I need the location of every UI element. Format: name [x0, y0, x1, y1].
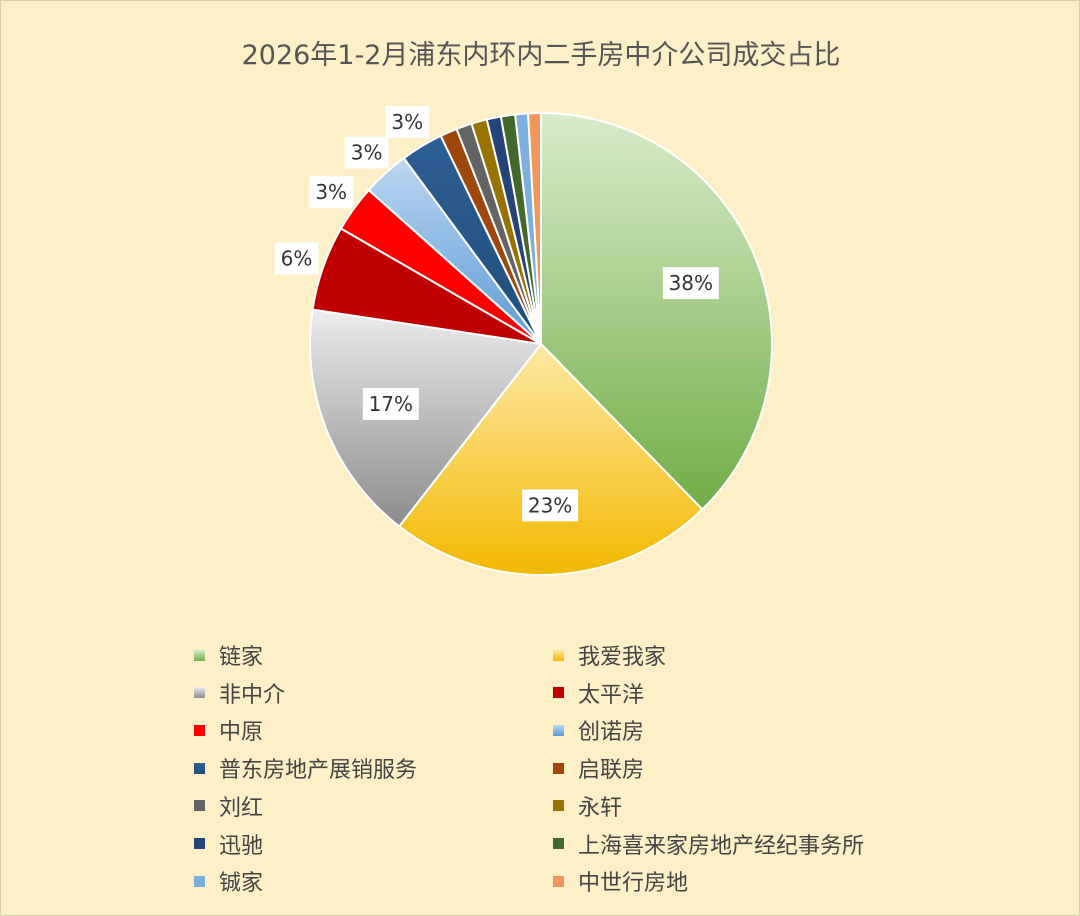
chart-title: 2026年1-2月浦东内环内二手房中介公司成交占比 — [241, 40, 841, 71]
pie-chart: 38%23%17%6%3%3%3% — [274, 106, 773, 576]
legend-label: 永轩 — [578, 795, 623, 821]
slice-data-label: 38% — [662, 267, 719, 300]
pie-slice — [540, 111, 773, 511]
legend-label: 启联房 — [578, 758, 645, 784]
legend-item: 太平洋 — [553, 679, 645, 708]
legend-swatch — [553, 762, 564, 774]
legend-item: 非中介 — [194, 679, 286, 708]
slice-data-label: 6% — [274, 242, 319, 275]
legend-item: 铖家 — [194, 867, 264, 897]
legend-item: 永轩 — [553, 792, 623, 821]
slice-data-label: 3% — [385, 106, 430, 139]
slice-label-text: 3% — [351, 141, 383, 165]
slice-label-text: 23% — [528, 493, 572, 517]
pie-slice — [397, 342, 704, 576]
legend-item: 刘红 — [194, 792, 264, 821]
legend-swatch — [553, 724, 564, 736]
pie-slice — [309, 308, 543, 528]
legend-label: 中原 — [219, 720, 264, 746]
slice-label-text: 3% — [315, 180, 347, 204]
legend-item: 链家 — [194, 641, 264, 670]
slice-data-label: 3% — [309, 176, 354, 209]
legend-label: 上海喜来家房地产经纪事务所 — [578, 833, 865, 859]
slice-data-label: 23% — [522, 489, 579, 522]
legend-swatch — [194, 687, 205, 699]
legend-swatch — [553, 649, 564, 661]
legend-item: 迅驰 — [194, 830, 264, 859]
legend-item: 中原 — [194, 716, 264, 746]
legend-swatch — [194, 838, 205, 849]
legend-label: 铖家 — [219, 871, 264, 897]
legend-swatch — [194, 800, 205, 812]
legend-item: 上海喜来家房地产经纪事务所 — [553, 830, 865, 859]
legend-label: 非中介 — [219, 682, 286, 708]
legend-swatch — [194, 875, 205, 887]
legend-label: 我爱我家 — [578, 645, 667, 670]
slice-label-text: 17% — [369, 392, 413, 416]
legend-swatch — [194, 762, 205, 774]
legend-label: 创诺房 — [578, 720, 645, 746]
legend-label: 链家 — [219, 645, 264, 670]
legend-swatch — [194, 649, 205, 661]
legend-item: 我爱我家 — [553, 641, 667, 670]
legend-item: 创诺房 — [553, 716, 645, 746]
legend-item: 普东房地产展销服务 — [194, 754, 418, 784]
legend-label: 刘红 — [219, 795, 264, 821]
legend-swatch — [194, 724, 205, 736]
legend-label: 中世行房地 — [578, 871, 689, 897]
slice-label-text: 3% — [391, 110, 423, 134]
legend-swatch — [553, 875, 564, 887]
slice-label-text: 38% — [669, 271, 713, 295]
slice-data-label: 3% — [344, 136, 389, 169]
legend-swatch — [553, 838, 564, 849]
legend-item: 中世行房地 — [553, 867, 689, 897]
legend-label: 普东房地产展销服务 — [219, 758, 418, 784]
legend-label: 迅驰 — [219, 833, 264, 859]
slice-label-text: 6% — [281, 247, 313, 271]
legend-item: 启联房 — [553, 754, 645, 784]
legend-label: 太平洋 — [578, 682, 645, 708]
legend-swatch — [553, 800, 564, 812]
slice-data-label: 17% — [362, 388, 419, 420]
legend-swatch — [553, 687, 564, 699]
pie-slice — [526, 111, 542, 345]
